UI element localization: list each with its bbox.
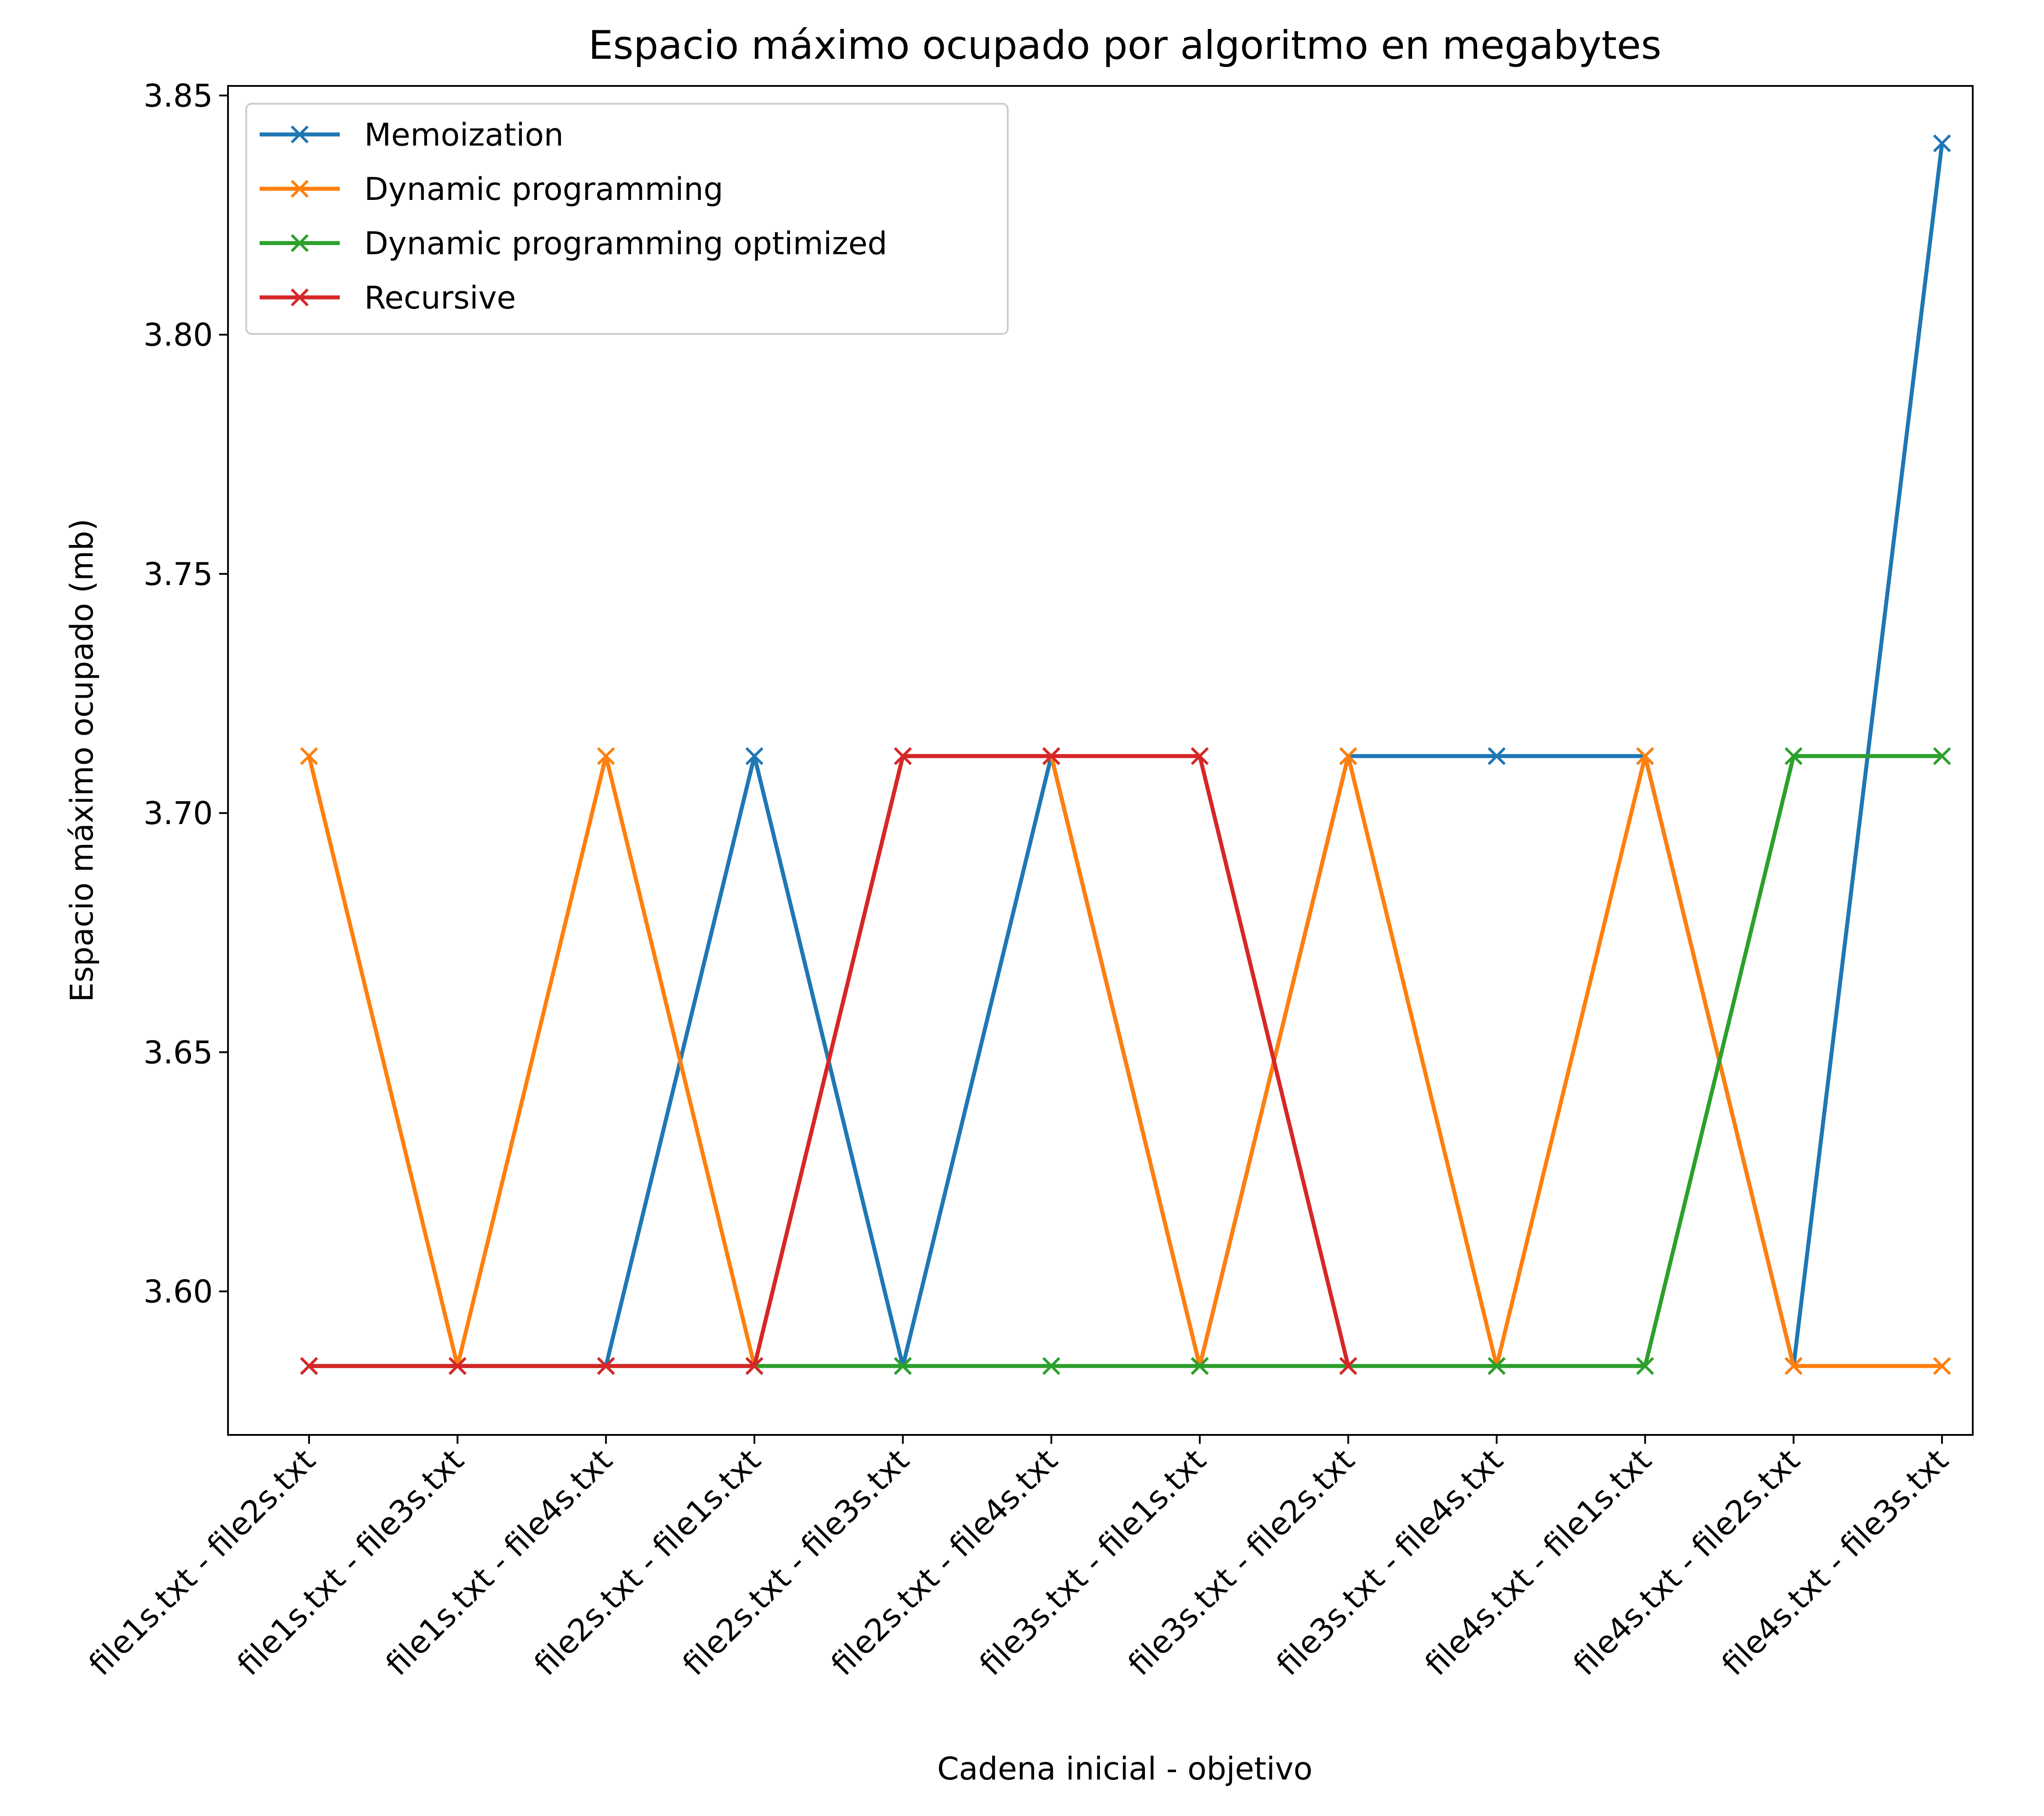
y-axis: 3.60 3.65 3.70 3.75 3.80 3.85 (143, 77, 228, 1310)
y-tick-label: 3.65 (143, 1034, 213, 1071)
data-point (1933, 747, 1951, 765)
data-point (448, 1357, 467, 1375)
axes-frame (227, 85, 1974, 1436)
legend-box (245, 103, 1009, 335)
legend-label: Recursive (364, 280, 516, 316)
legend-item: Dynamic programming (260, 171, 723, 207)
data-point (1042, 1357, 1060, 1375)
y-axis-label: Espacio máximo ocupado (mb) (64, 519, 100, 1002)
legend-label: Dynamic programming optimized (364, 225, 887, 262)
legend-item: Dynamic programming optimized (260, 225, 887, 262)
data-point (745, 747, 764, 765)
data-point (894, 747, 912, 765)
data-point (1339, 1357, 1357, 1375)
data-point (1191, 747, 1209, 765)
legend-label: Dynamic programming (364, 171, 723, 207)
series-3 (300, 747, 1357, 1375)
data-point (1636, 1357, 1654, 1375)
data-point (1784, 1357, 1803, 1375)
legend-marker (290, 125, 309, 144)
chart-title: Espacio máximo ocupado por algoritmo en … (588, 22, 1661, 68)
legend-item: Memoization (260, 117, 564, 153)
data-point (1339, 747, 1357, 765)
plot-area (300, 134, 1951, 1375)
legend-marker (290, 288, 309, 307)
data-point (597, 1357, 615, 1375)
data-point (1487, 1357, 1506, 1375)
y-tick-label: 3.85 (143, 77, 213, 114)
legend-label: Memoization (364, 117, 564, 153)
legend-marker (290, 234, 309, 252)
x-axis-label: Cadena inicial - objetivo (937, 1751, 1312, 1787)
data-point (597, 747, 615, 765)
series-line (307, 754, 1351, 1369)
legend: Memoization Dynamic programming Dynamic pr… (245, 103, 1009, 335)
data-point (1487, 747, 1506, 765)
data-point (1933, 1357, 1951, 1375)
y-tick-label: 3.70 (143, 795, 213, 832)
data-point (1636, 747, 1654, 765)
series-line (306, 753, 1944, 1368)
data-point (1191, 1357, 1209, 1375)
series-1 (300, 747, 1951, 1375)
y-tick-label: 3.75 (143, 556, 213, 593)
data-point (1784, 747, 1803, 765)
data-point (1042, 747, 1060, 765)
data-point (745, 1357, 764, 1375)
data-point (894, 1357, 912, 1375)
y-tick-label: 3.60 (143, 1274, 213, 1310)
data-point (300, 1357, 318, 1375)
legend-item: Recursive (260, 280, 516, 316)
y-tick-label: 3.80 (143, 317, 213, 353)
data-point (1933, 134, 1951, 153)
legend-marker (290, 179, 309, 198)
data-point (300, 747, 318, 765)
